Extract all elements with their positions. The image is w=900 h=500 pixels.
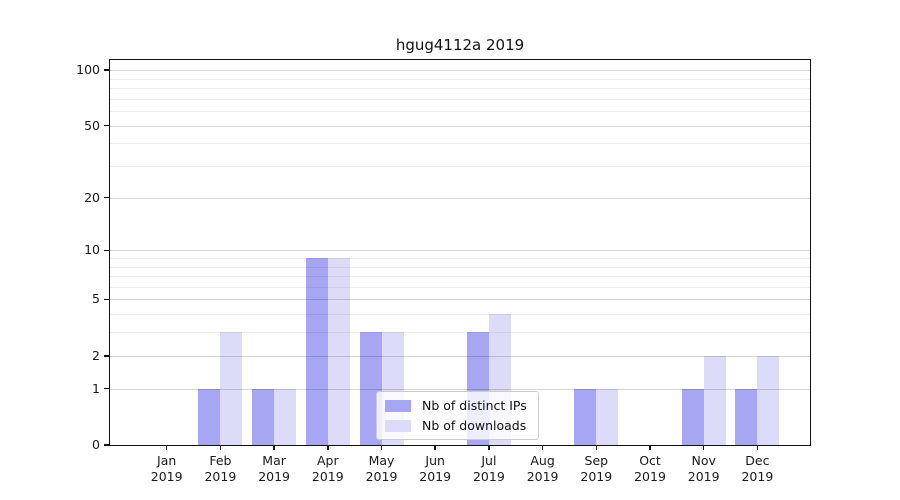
x-tick-label: May 2019	[365, 453, 398, 484]
x-tick-label: Dec 2019	[741, 453, 774, 484]
y-tick-label: 2	[92, 347, 100, 363]
bar-downloads	[327, 258, 350, 445]
bar-downloads	[220, 332, 243, 445]
legend-label-distinct-ips: Nb of distinct IPs	[422, 398, 527, 413]
legend-label-downloads: Nb of downloads	[422, 418, 527, 433]
bar-distinct-ips	[198, 388, 221, 445]
bar-downloads	[757, 355, 780, 445]
y-tick-mark	[104, 355, 109, 357]
minor-gridline	[110, 332, 810, 334]
minor-gridline	[110, 314, 810, 316]
x-tick-label: Feb 2019	[204, 453, 237, 484]
x-tick-mark	[327, 445, 329, 450]
major-gridline	[110, 197, 810, 199]
bar-downloads	[596, 388, 619, 445]
x-tick-label: Jul 2019	[472, 453, 505, 484]
bar-distinct-ips	[735, 388, 758, 445]
bar-downloads	[274, 388, 297, 445]
major-gridline	[110, 125, 810, 127]
plot-area	[110, 60, 810, 445]
minor-gridline	[110, 143, 810, 145]
bar-distinct-ips	[305, 258, 328, 445]
y-tick-label: 0	[92, 437, 100, 452]
y-tick-label: 1	[92, 380, 100, 396]
minor-gridline	[110, 276, 810, 278]
y-tick-mark	[104, 196, 109, 199]
y-tick-label: 50	[84, 117, 100, 133]
major-gridline	[110, 388, 810, 390]
x-tick-mark	[595, 445, 598, 450]
y-tick-mark	[104, 444, 109, 446]
minor-gridline	[110, 286, 810, 288]
bar-distinct-ips	[252, 388, 275, 445]
chart-title: hgug4112a 2019	[395, 36, 525, 54]
y-tick-mark	[104, 387, 109, 390]
x-tick-label: Jun 2019	[419, 453, 452, 484]
bar-distinct-ips	[574, 388, 597, 445]
y-tick-label: 100	[76, 62, 100, 78]
major-gridline	[110, 70, 810, 72]
x-tick-label: Oct 2019	[634, 453, 666, 484]
y-tick-mark	[104, 124, 109, 127]
bar-distinct-ips	[681, 388, 704, 445]
x-tick-label: Nov 2019	[687, 453, 720, 484]
minor-gridline	[110, 258, 810, 259]
major-gridline	[110, 299, 810, 301]
legend-item-downloads: Nb of downloads	[385, 418, 527, 433]
x-tick-mark	[273, 445, 275, 450]
x-tick-label: Sep 2019	[580, 453, 613, 484]
x-tick-mark	[434, 445, 436, 450]
y-tick-mark	[104, 69, 109, 71]
minor-gridline	[110, 111, 810, 113]
x-tick-mark	[380, 445, 383, 450]
x-tick-label: Apr 2019	[311, 453, 344, 484]
legend-item-distinct-ips: Nb of distinct IPs	[385, 398, 527, 413]
bar-downloads	[703, 355, 726, 445]
x-tick-label: Mar 2019	[258, 453, 290, 484]
legend-swatch-downloads	[385, 419, 411, 432]
legend: Nb of distinct IPs Nb of downloads	[376, 391, 539, 440]
y-tick-label: 10	[84, 242, 100, 258]
x-tick-label: Aug 2019	[526, 453, 559, 484]
x-tick-mark	[702, 445, 705, 450]
x-tick-mark	[649, 445, 651, 450]
x-tick-mark	[756, 445, 759, 450]
y-tick-mark	[104, 249, 109, 251]
minor-gridline	[110, 88, 810, 90]
major-gridline	[110, 355, 810, 357]
minor-gridline	[110, 166, 810, 168]
x-tick-mark	[541, 445, 544, 450]
x-tick-mark	[165, 445, 168, 450]
y-tick-label: 20	[84, 189, 100, 205]
minor-gridline	[110, 98, 810, 100]
x-tick-mark	[488, 445, 490, 450]
y-tick-mark	[104, 298, 109, 301]
y-tick-label: 5	[92, 291, 100, 307]
minor-gridline	[110, 266, 810, 268]
legend-swatch-distinct-ips	[385, 399, 411, 412]
x-tick-mark	[219, 445, 222, 450]
major-gridline	[110, 250, 810, 252]
x-tick-label: Jan 2019	[150, 453, 183, 484]
minor-gridline	[110, 78, 810, 80]
